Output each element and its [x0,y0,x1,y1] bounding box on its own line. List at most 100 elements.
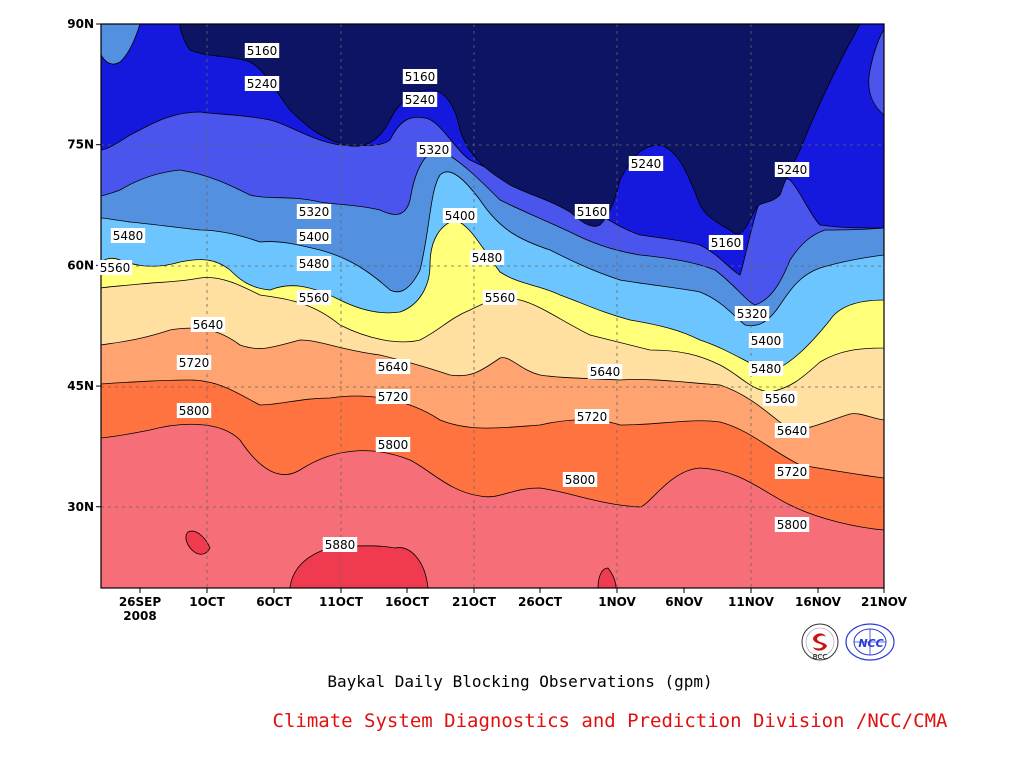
contour-label-bg [97,260,133,275]
plot-frame [100,23,885,589]
x-tick-label: 11NOV [728,595,775,609]
y-axis: 30N 45N 60N 75N 90N [67,17,101,514]
contour-label: 5560 [765,392,796,406]
contour-label: 5720 [777,465,808,479]
x-tick-label: 16OCT [385,595,430,609]
contour-label: 5240 [777,163,808,177]
patch-5880-small-1 [185,530,211,555]
contour-label: 5160 [247,44,278,58]
contour-label-bg [469,250,505,265]
contour-label-bg [176,355,212,370]
contour-label-bg [190,317,226,332]
y-tick-label: 75N [67,138,94,152]
band-above-5880 [289,545,429,588]
contour-label: 5480 [751,362,782,376]
contour-fill-layer [101,24,884,588]
x-tick-label: 26OCT [518,595,563,609]
contour-label: 5160 [577,205,608,219]
contour-label-bg [562,472,598,487]
contour-label: 5720 [577,410,608,424]
contour-label: 5800 [777,518,808,532]
x-axis: 26SEP 1OCT 6OCT 11OCT 16OCT 21OCT 26OCT 1NOV 6NO… [119,588,908,623]
contour-label: 5160 [405,70,436,84]
chart-title: Baykal Daily Blocking Observations (gpm) [327,672,713,691]
contour-label-bg [762,391,798,406]
contour-label-bg [748,361,784,376]
contour-label-bg [296,229,332,244]
x-tick-label: 16NOV [795,595,842,609]
contour-label: 5400 [299,230,330,244]
contour-label: 5640 [777,424,808,438]
contour-label: 5800 [179,404,210,418]
contour-label: 5560 [299,291,330,305]
y-tick-label: 90N [67,17,94,31]
contour-label: 5240 [247,77,278,91]
contour-label-bg [774,464,810,479]
contour-label-bg [176,403,212,418]
x-tick-label: 11OCT [319,595,364,609]
contour-label: 5560 [485,291,516,305]
contour-label-bg [482,290,518,305]
ncc-logo: NCC [845,623,895,661]
contour-label: 5640 [378,360,409,374]
x-tick-label: 26SEP [119,595,162,609]
bcc-logo-text: BCC [813,653,828,661]
contour-label-bg [774,423,810,438]
contour-label-bg [587,364,623,379]
contour-label: 5160 [711,236,742,250]
contour-label-bg [244,43,280,58]
contour-label-bg [375,359,411,374]
contour-label: 5480 [472,251,503,265]
patch-5320-topleft [101,24,141,65]
contour-label-bg [442,208,478,223]
x-tick-label: 21OCT [452,595,497,609]
contour-labels: 5160 5240 5160 5240 5320 5160 5240 5160 5240 5320… [97,43,810,552]
contour-label-bg [375,389,411,404]
y-tick-label: 45N [67,379,94,393]
x-tick-label: 6NOV [665,595,703,609]
contour-label: 5480 [299,257,330,271]
contour-label: 5720 [179,356,210,370]
contour-label-bg [416,142,452,157]
contour-label-bg [244,76,280,91]
credit-text: Climate System Diagnostics and Predictio… [272,710,948,732]
contour-label-bg [774,162,810,177]
contour-label: 5800 [565,473,596,487]
contour-label-bg [574,204,610,219]
contour-label: 5480 [113,229,144,243]
contour-label: 5400 [445,209,476,223]
contour-label-bg [402,92,438,107]
contour-label-bg [402,69,438,84]
contour-label: 5320 [419,143,450,157]
contour-label-bg [748,333,784,348]
contour-label-bg [296,256,332,271]
contour-label: 5320 [737,307,768,321]
contour-label: 5640 [590,365,621,379]
contour-label: 5800 [378,438,409,452]
x-tick-label: 1NOV [598,595,636,609]
contour-label: 5400 [751,334,782,348]
x-tick-label: 1OCT [189,595,225,609]
contour-label-bg [708,235,744,250]
contour-label: 5880 [325,538,356,552]
contour-label: 5640 [193,318,224,332]
contour-label-bg [774,517,810,532]
contour-label-bg [574,409,610,424]
contour-label-bg [628,156,664,171]
contour-label-bg [296,204,332,219]
patch-5240-topright [868,24,884,116]
bcc-logo: BCC [801,623,839,661]
contour-label-bg [734,306,770,321]
contour-label: 5240 [631,157,662,171]
contour-label: 5720 [378,390,409,404]
y-tick-label: 60N [67,258,94,272]
x-tick-label: 6OCT [256,595,292,609]
contour-label-bg [375,437,411,452]
x-tick-sublabel: 2008 [123,609,156,623]
y-tick-label: 30N [67,500,94,514]
contour-label: 5240 [405,93,436,107]
patch-5880-small-2 [597,567,617,588]
contour-label: 5320 [299,205,330,219]
contour-label-bg [110,228,146,243]
